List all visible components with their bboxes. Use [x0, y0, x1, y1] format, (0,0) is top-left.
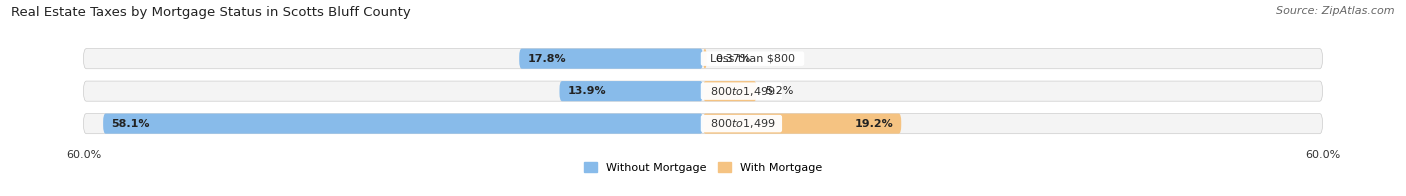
Text: 5.2%: 5.2%	[765, 86, 793, 96]
FancyBboxPatch shape	[83, 49, 1323, 69]
Text: $800 to $1,499: $800 to $1,499	[703, 85, 780, 98]
Text: Real Estate Taxes by Mortgage Status in Scotts Bluff County: Real Estate Taxes by Mortgage Status in …	[11, 6, 411, 19]
Legend: Without Mortgage, With Mortgage: Without Mortgage, With Mortgage	[583, 162, 823, 173]
Text: 58.1%: 58.1%	[111, 119, 150, 129]
FancyBboxPatch shape	[519, 49, 703, 69]
FancyBboxPatch shape	[103, 113, 703, 134]
FancyBboxPatch shape	[703, 81, 756, 101]
Text: $800 to $1,499: $800 to $1,499	[703, 117, 780, 130]
FancyBboxPatch shape	[560, 81, 703, 101]
FancyBboxPatch shape	[83, 81, 1323, 101]
Text: 17.8%: 17.8%	[527, 54, 567, 64]
Text: 0.37%: 0.37%	[716, 54, 751, 64]
FancyBboxPatch shape	[83, 113, 1323, 134]
FancyBboxPatch shape	[703, 113, 901, 134]
Text: Less than $800: Less than $800	[703, 54, 801, 64]
FancyBboxPatch shape	[703, 49, 707, 69]
Text: 13.9%: 13.9%	[568, 86, 606, 96]
Text: 19.2%: 19.2%	[855, 119, 893, 129]
Text: Source: ZipAtlas.com: Source: ZipAtlas.com	[1277, 6, 1395, 16]
